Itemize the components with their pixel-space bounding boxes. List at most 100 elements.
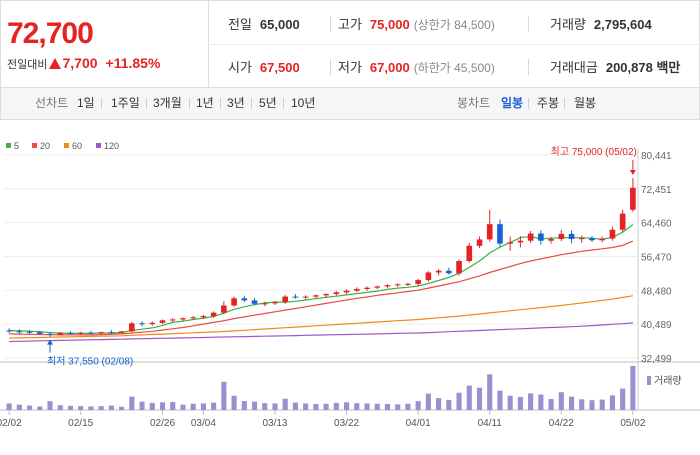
candle	[333, 291, 340, 296]
volume-bar	[78, 406, 84, 410]
candlestick-chart: 5 20 60 120 80,441 72,451 64,460 56,470 48,480 4…	[0, 141, 700, 429]
candle-body	[435, 270, 442, 273]
tab-5years[interactable]: 5년	[259, 96, 277, 110]
open-cell: 시가 67,500	[228, 46, 300, 89]
candle-body	[456, 261, 462, 274]
candle	[282, 294, 289, 304]
volume-bar	[251, 401, 258, 410]
candle	[589, 236, 595, 242]
candle-body	[619, 213, 626, 230]
x-tick-label: 03/04	[191, 418, 216, 429]
candle-body	[527, 233, 534, 241]
candle-body	[568, 233, 575, 240]
volume-bar	[528, 393, 534, 410]
volume-bar	[374, 403, 380, 410]
volume-bar	[507, 395, 513, 410]
change-percent: +11.85%	[105, 55, 161, 71]
tab-1day[interactable]: 1일	[77, 96, 95, 110]
volume-bar	[425, 393, 431, 410]
line-chart-group-label: 선차트	[35, 96, 69, 110]
volume-bar	[292, 402, 298, 410]
lower-limit: (하한가 45,500)	[413, 61, 495, 75]
grid-lines	[0, 148, 700, 411]
candle-body	[609, 229, 616, 239]
tab-divider	[564, 98, 565, 109]
volume-bar	[589, 400, 595, 410]
x-tick-label: 02/15	[68, 418, 93, 429]
volume-bar	[190, 403, 196, 410]
candle	[180, 317, 186, 322]
low-cell: 저가 67,000 (하한가 45,500)	[338, 46, 495, 89]
chart-legend: 5 20 60 120	[6, 141, 119, 151]
volume-bar	[333, 402, 339, 410]
x-tick-label: 05/02	[620, 418, 645, 429]
candle	[538, 230, 544, 245]
candle	[98, 331, 104, 336]
prev-close-label: 전일	[228, 17, 252, 32]
candle	[578, 235, 585, 243]
tab-10years[interactable]: 10년	[291, 96, 316, 110]
candle	[77, 331, 84, 336]
volume-bar	[231, 395, 237, 410]
candle-body	[77, 332, 84, 334]
tab-1week[interactable]: 1주일	[111, 96, 140, 110]
candle	[231, 296, 237, 307]
candle	[486, 209, 493, 242]
candle-body	[446, 270, 452, 274]
tab-divider	[101, 98, 102, 109]
legend-label-5: 5	[14, 141, 19, 151]
candle-body	[139, 323, 145, 325]
volume-cell: 거래량 2,795,604	[550, 3, 652, 46]
change-row: 전일대비 7,700 +11.85%	[7, 55, 160, 72]
candle	[251, 298, 258, 306]
volume-bar	[139, 401, 145, 410]
candle	[302, 295, 309, 300]
candle	[609, 226, 616, 241]
candle	[630, 178, 636, 212]
volume-bar	[405, 403, 411, 410]
candle-body	[261, 303, 268, 305]
volume-bar	[159, 402, 166, 410]
candle-body	[630, 187, 636, 210]
candle-body	[251, 300, 258, 304]
candle-body	[578, 238, 585, 240]
volume-bar	[67, 405, 74, 410]
candle	[374, 285, 381, 290]
tab-1year[interactable]: 1년	[196, 96, 214, 110]
y-tick-label: 64,460	[641, 219, 672, 230]
candle-body	[272, 302, 278, 304]
volume-bar	[272, 403, 278, 410]
candle-body	[374, 286, 381, 288]
volume-bar	[568, 396, 575, 410]
candle-body	[26, 331, 33, 333]
tab-weekly[interactable]: 주봉	[537, 96, 560, 110]
volume-bar	[282, 398, 288, 410]
tab-divider	[146, 98, 147, 109]
high-cell: 고가 75,000 (상한가 84,500)	[338, 3, 495, 46]
legend-swatch-5	[6, 143, 11, 148]
y-tick-label: 80,441	[641, 151, 672, 162]
low-value: 67,000	[369, 60, 410, 75]
legend-label-120: 120	[104, 141, 119, 151]
candle-body	[210, 312, 217, 317]
tab-3years[interactable]: 3년	[227, 96, 245, 110]
volume-value: 2,795,604	[593, 17, 652, 32]
tab-daily[interactable]: 일봉	[501, 96, 524, 110]
tab-3months[interactable]: 3개월	[153, 96, 182, 110]
candle-body	[589, 238, 595, 241]
tab-divider	[283, 98, 284, 109]
candle	[323, 293, 329, 298]
candle-body	[323, 294, 329, 296]
tab-monthly[interactable]: 월봉	[574, 96, 597, 110]
candle-body	[190, 317, 196, 319]
candle	[568, 230, 575, 244]
low-annotation: 최저 37,550 (02/08)	[47, 356, 133, 368]
amount-value: 200,878 백만	[605, 60, 681, 75]
candle-body	[36, 332, 43, 334]
volume-bar	[16, 404, 22, 410]
candle-body	[497, 224, 503, 244]
volume-bar	[538, 394, 544, 410]
candle	[548, 236, 554, 244]
volume-bar	[364, 403, 370, 410]
volume-bar	[415, 401, 421, 410]
